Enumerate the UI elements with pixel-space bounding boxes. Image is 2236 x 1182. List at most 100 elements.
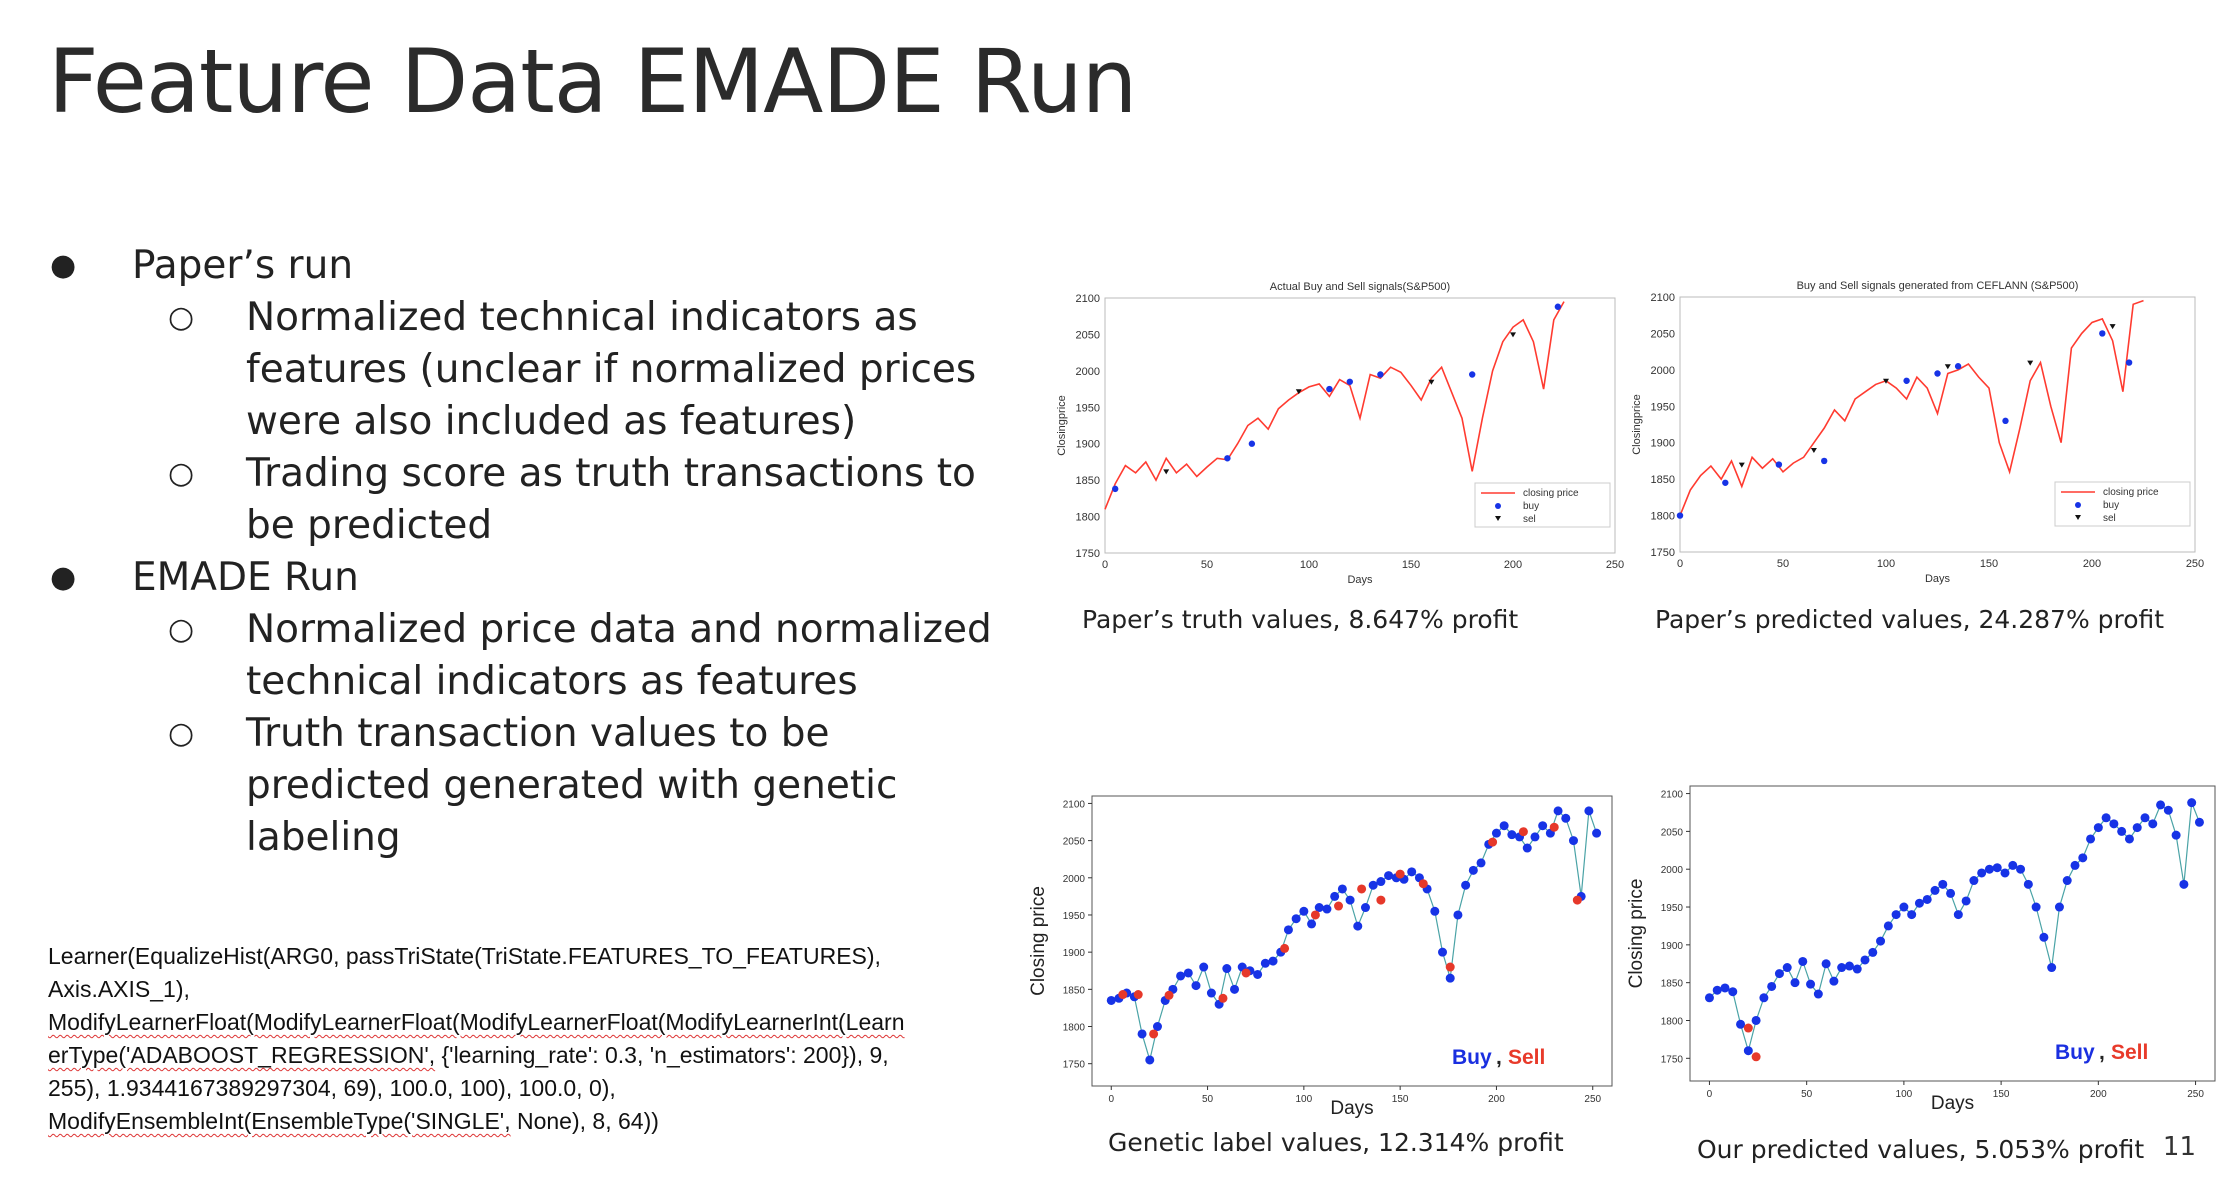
y-tick-label: 2050	[1661, 827, 1684, 838]
buy-point	[1712, 985, 1722, 995]
buy-point	[1384, 871, 1394, 881]
sell-point	[1334, 901, 1344, 911]
buy-point	[1759, 993, 1769, 1003]
buy-point	[2039, 932, 2049, 942]
y-tick-label: 2000	[1661, 865, 1684, 876]
buy-point	[1704, 993, 1714, 1003]
buy-point	[1314, 903, 1324, 913]
buy-point	[1961, 896, 1971, 906]
caption-our-predictions: Our predicted values, 5.053% profit	[1697, 1135, 2145, 1164]
buy-point	[1813, 989, 1823, 999]
buy-point	[1468, 865, 1478, 875]
buy-point	[1330, 891, 1340, 901]
buy-point	[1176, 971, 1186, 981]
buy-point	[1499, 821, 1509, 831]
chart-actual-signals: Actual Buy and Sell signals(S&P500) 0 50 10…	[1056, 281, 1624, 586]
buy-point	[1953, 910, 1963, 920]
chart-genetic-labels: 0 50 100 150 200 250 1750 1800 1850 1900 1950 2000 2…	[1028, 795, 1613, 1119]
slide-title: Feature Data EMADE Run	[48, 30, 1137, 133]
buy-point	[1206, 988, 1216, 998]
buy-point	[1584, 806, 1594, 816]
x-tick-label: 200	[2090, 1089, 2107, 1100]
buy-point	[1230, 984, 1240, 994]
caption-truth-values: Paper’s truth values, 8.647% profit	[1082, 605, 1519, 634]
sell-marker	[2027, 360, 2034, 366]
x-tick-label: 0	[1677, 558, 1683, 570]
y-tick-label: 1850	[1651, 474, 1675, 486]
x-tick-label: 50	[1777, 558, 1789, 570]
legend-buy-swatch	[1495, 503, 1501, 509]
buy-marker	[1554, 303, 1562, 310]
buy-point	[1353, 921, 1363, 931]
sub-bullet: Normalized price data and normalized tec…	[50, 604, 1000, 708]
sub-bullet: Truth transaction values to be predicted…	[50, 708, 1000, 864]
plot-frame	[1104, 297, 1616, 554]
buy-point	[1445, 973, 1455, 983]
sub-bullet-line: Normalized price data and normalized	[246, 607, 992, 652]
buy-point	[2101, 813, 2111, 823]
x-tick-label: 150	[1980, 558, 1998, 570]
x-tick-label: 50	[1201, 559, 1213, 571]
buy-point	[2148, 819, 2158, 829]
buy-point	[1806, 979, 1816, 989]
legend-sell-label: Sell	[1508, 1046, 1545, 1069]
buy-marker	[2002, 417, 2009, 425]
buy-point	[1191, 981, 1201, 991]
sell-point	[1549, 822, 1559, 832]
sell-point	[1118, 990, 1128, 1000]
sub-bullet: Normalized technical indicators as featu…	[50, 292, 1000, 448]
buy-point	[2194, 817, 2204, 827]
sell-marker	[1295, 389, 1302, 395]
legend-separator: ,	[1496, 1046, 1502, 1069]
buy-point	[1491, 828, 1501, 838]
buy-point	[1137, 1029, 1147, 1039]
chart-ceflann-signals: Buy and Sell signals generated from CEFL…	[1631, 280, 2204, 585]
buy-point	[1291, 914, 1301, 924]
buy-marker	[1112, 485, 1119, 493]
y-tick-label: 1900	[1076, 439, 1100, 451]
legend-label: buy	[1523, 501, 1539, 512]
learner-code-block: Learner(EqualizeHist(ARG0, passTriState(…	[48, 940, 1008, 1138]
buy-point	[1844, 961, 1854, 971]
x-tick-label: 250	[2186, 558, 2204, 570]
sell-marker	[1163, 469, 1170, 475]
buy-point	[1860, 955, 1870, 965]
sell-point	[1572, 895, 1582, 905]
y-tick-label: 2000	[1063, 874, 1086, 885]
buy-point	[1829, 976, 1839, 986]
y-tick-label: 1750	[1076, 548, 1100, 560]
y-tick-label: 1800	[1076, 512, 1100, 524]
bullet-list: Paper’s run Normalized technical indicat…	[50, 240, 1000, 864]
buy-point	[1553, 806, 1563, 816]
buy-point	[1368, 880, 1378, 890]
plot-frame	[1091, 795, 1613, 1087]
chart-title: Buy and Sell signals generated from CEFL…	[1797, 280, 2079, 292]
buy-point	[1876, 936, 1886, 946]
buy-point	[1883, 921, 1893, 931]
sell-point	[1164, 990, 1174, 1000]
code-line: Axis.AXIS_1),	[48, 976, 190, 1002]
y-tick-label: 1850	[1661, 979, 1684, 990]
sell-point	[1488, 837, 1498, 847]
code-line: erType('ADABOOST_REGRESSION', {'learning…	[48, 1039, 1008, 1072]
x-tick-label: 200	[1504, 559, 1522, 571]
bullet-text: Paper’s run	[132, 243, 354, 288]
x-tick-label: 150	[1993, 1089, 2010, 1100]
x-axis-label: Days	[1330, 1098, 1373, 1119]
chart-our-predictions: 0 50 100 150 200 250 1750 1800 1850 1900 1950 2000 2…	[1626, 785, 2216, 1114]
sell-point	[1743, 1023, 1753, 1033]
sell-point	[1149, 1029, 1159, 1039]
x-axis-label: Days	[1925, 573, 1951, 585]
buy-marker	[1469, 371, 1476, 378]
y-tick-label: 2100	[1651, 292, 1675, 304]
buy-point	[2070, 860, 2080, 870]
buy-point	[1938, 879, 1948, 889]
buy-point	[1852, 964, 1862, 974]
buy-marker	[1248, 440, 1256, 447]
buy-point	[2054, 902, 2064, 912]
buy-point	[1260, 958, 1270, 968]
buy-point	[1922, 894, 1932, 904]
sell-marker	[1738, 462, 1745, 468]
buy-point	[2156, 800, 2166, 810]
buy-point	[1530, 832, 1540, 842]
